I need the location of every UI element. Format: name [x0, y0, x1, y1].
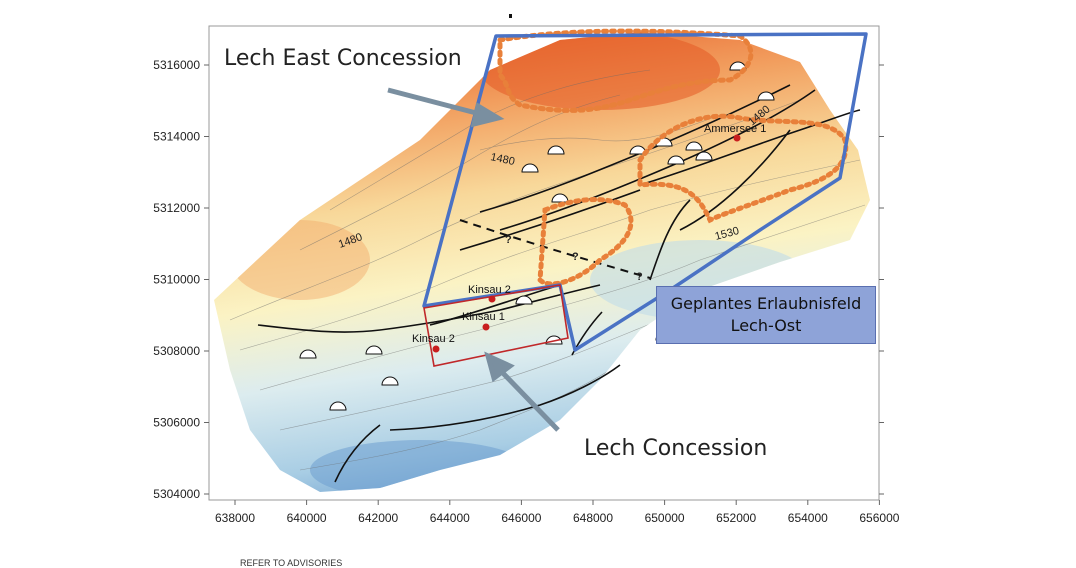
erlaubnisfeld-label-line1: Geplantes Erlaubnisfeld	[670, 294, 862, 313]
uncertain-mark: ?	[572, 251, 579, 263]
y-tick-label: 5306000	[153, 416, 200, 430]
prospect-zones	[497, 28, 849, 287]
x-tick-label: 640000	[287, 511, 327, 525]
well-label-kinsau-2: Kinsau 2	[468, 284, 511, 296]
well-marker	[432, 345, 440, 353]
lech-east-concession-label: Lech East Concession	[224, 46, 462, 71]
lech-concession-outline	[423, 284, 569, 367]
uncertain-mark: ?	[636, 271, 643, 283]
footer-advisory: REFER TO ADVISORIES	[240, 558, 343, 568]
well-label-kinsau-2-south: Kinsau 2	[412, 333, 455, 345]
x-tick-label: 638000	[215, 511, 255, 525]
x-tick-label: 642000	[358, 511, 398, 525]
x-tick-label: 650000	[645, 511, 685, 525]
x-tick-label: 652000	[716, 511, 756, 525]
lech-concession-label: Lech Concession	[584, 436, 768, 461]
well-label-ammersee-1: Ammersee 1	[704, 123, 766, 135]
x-tick-label: 656000	[859, 511, 899, 525]
well-label-kinsau-1: Kinsau 1	[462, 311, 505, 323]
y-tick-label: 5316000	[153, 58, 200, 72]
well-marker	[482, 323, 490, 331]
uncertain-mark: ?	[505, 234, 512, 246]
contour-label: 1480	[489, 151, 515, 168]
erlaubnisfeld-label-line2: Lech-Ost	[730, 316, 802, 335]
y-axis: 5316000 5314000 5312000 5310000 5308000 53060…	[153, 58, 884, 501]
callout-arrows	[387, 87, 560, 432]
y-tick-label: 5304000	[153, 487, 200, 501]
erlaubnisfeld-label-box: Geplantes Erlaubnisfeld Lech-Ost	[656, 286, 876, 344]
x-tick-label: 644000	[430, 511, 470, 525]
x-tick-label: 646000	[501, 511, 541, 525]
y-tick-label: 5312000	[153, 201, 200, 215]
contour-lines	[229, 69, 866, 471]
top-mark	[509, 14, 512, 18]
x-axis: 638000 640000 642000 644000 646000 648000 6500…	[215, 500, 900, 525]
uncertain-fault	[459, 219, 651, 279]
y-tick-label: 5314000	[153, 130, 200, 144]
lech-east-concession-outline	[422, 32, 868, 352]
x-tick-label: 648000	[573, 511, 613, 525]
well-marker	[733, 134, 741, 142]
y-tick-label: 5310000	[153, 273, 200, 287]
well-marker	[488, 295, 496, 303]
y-tick-label: 5308000	[153, 344, 200, 358]
x-tick-label: 654000	[788, 511, 828, 525]
